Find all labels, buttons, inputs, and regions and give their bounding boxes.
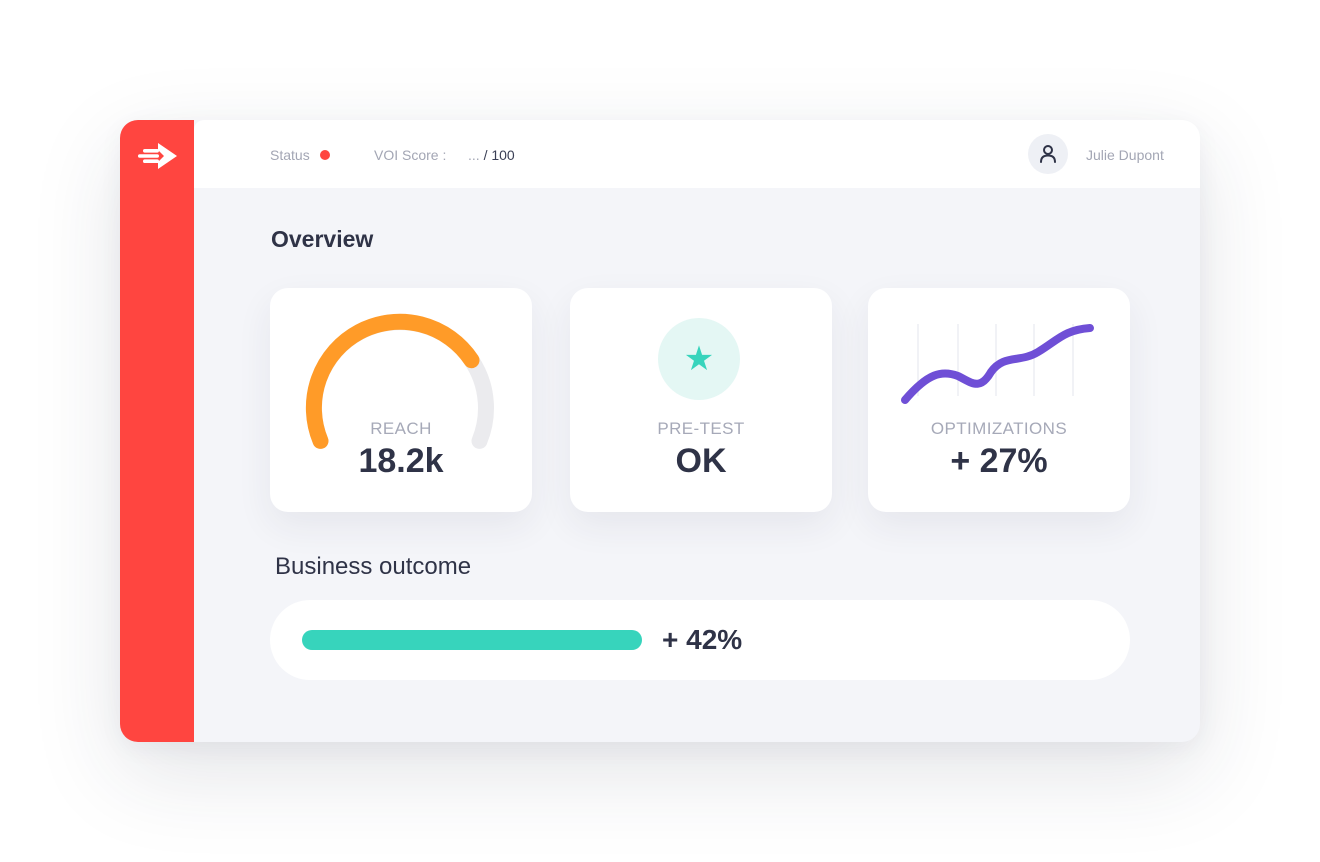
status-label: Status — [270, 147, 310, 163]
optimizations-value: + 27% — [950, 442, 1048, 480]
business-outcome-value: + 42% — [662, 624, 743, 655]
voi-score-max: / 100 — [483, 147, 515, 163]
business-outcome-progress — [302, 630, 642, 650]
reach-label: REACH — [370, 419, 432, 438]
business-outcome-panel: + 42% — [270, 600, 1130, 680]
app-window: Status VOI Score : ... / 100 Julie Dupon… — [120, 120, 1200, 742]
progress-fill — [302, 630, 642, 650]
sidebar — [120, 120, 194, 742]
star-icon: ★ — [683, 340, 715, 378]
avatar[interactable] — [1028, 134, 1068, 174]
star-badge: ★ — [658, 318, 740, 400]
voi-score-value: ... / 100 — [468, 147, 515, 163]
top-bar: Status VOI Score : ... / 100 Julie Dupon… — [194, 120, 1200, 188]
pre-test-card[interactable]: ★ PRE-TEST OK — [570, 288, 832, 512]
voi-score-placeholder: ... — [468, 147, 480, 163]
optimizations-label: OPTIMIZATIONS — [930, 419, 1068, 438]
reach-card[interactable]: REACH 18.2k — [270, 288, 532, 512]
business-outcome-title: Business outcome — [275, 553, 472, 580]
pre-test-value: OK — [675, 442, 727, 480]
status-indicator — [320, 150, 330, 160]
user-name[interactable]: Julie Dupont — [1086, 147, 1164, 163]
trend-line-icon — [901, 324, 1094, 404]
voi-score-label: VOI Score : — [374, 147, 447, 163]
page-title: Overview — [271, 226, 374, 252]
speed-arrow-icon[interactable] — [136, 140, 180, 172]
optimizations-card[interactable]: OPTIMIZATIONS + 27% — [868, 288, 1130, 512]
user-icon — [1040, 145, 1056, 163]
pre-test-label: PRE-TEST — [657, 419, 745, 438]
gauge-icon — [305, 313, 494, 449]
reach-value: 18.2k — [358, 442, 444, 480]
